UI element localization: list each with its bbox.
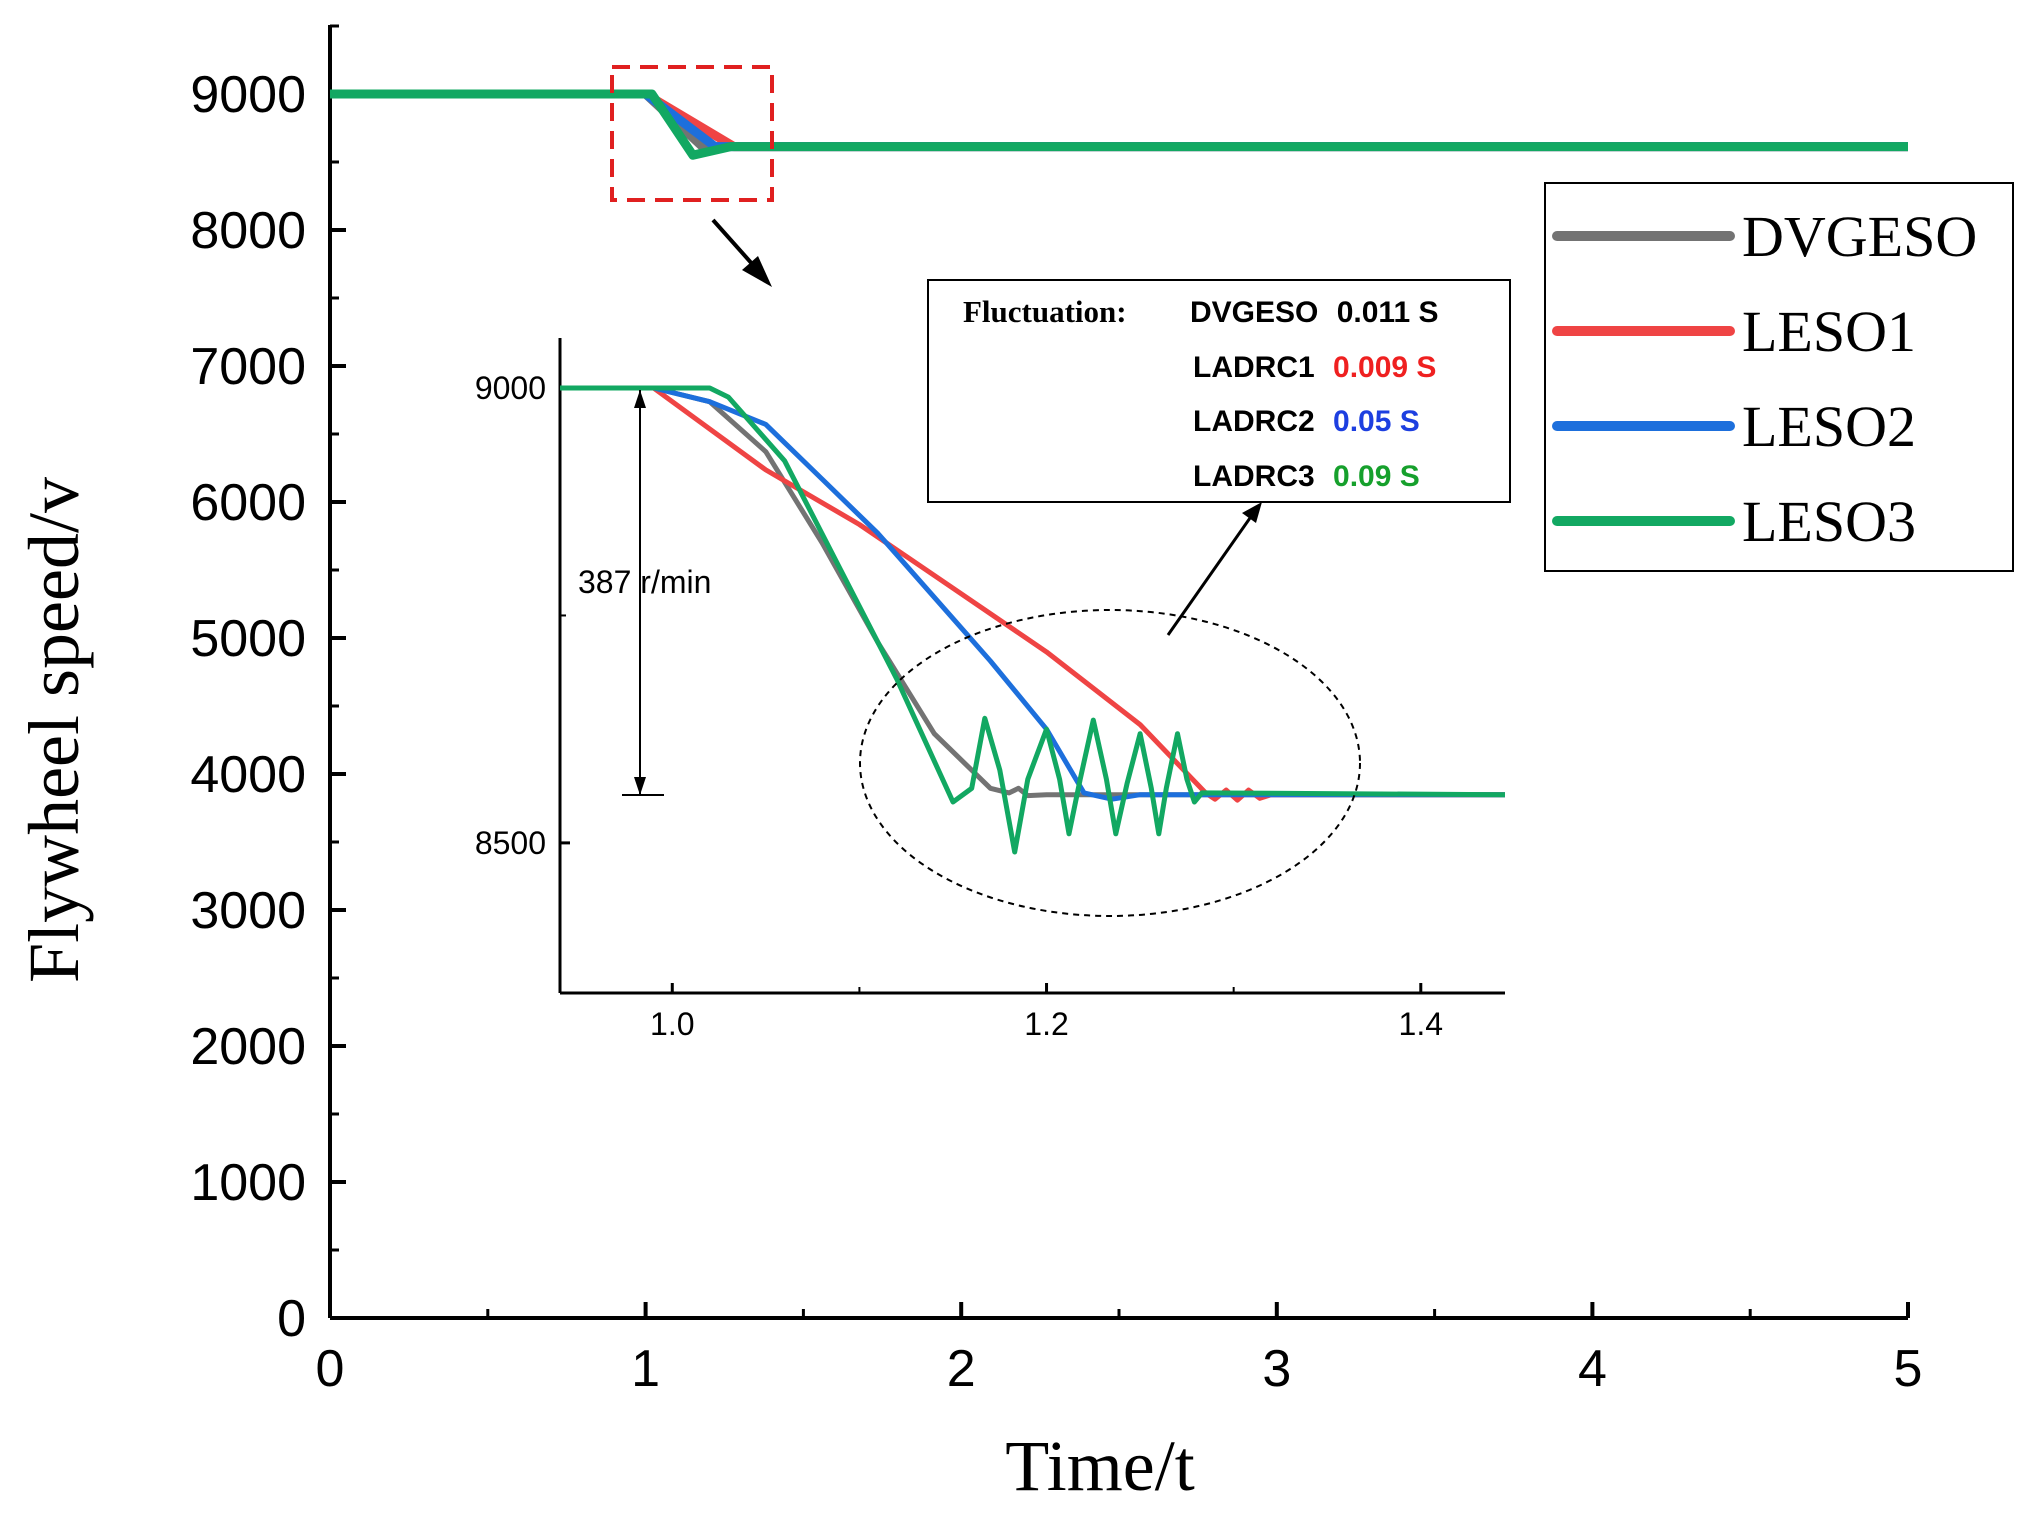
legend-items: DVGESO LESO1 LESO2 LESO3 [1552,204,1977,554]
fluctuation-note: Fluctuation: DVGESO 0.011 S LADRC1 0.009… [927,279,1511,503]
y-tick-label: 0 [277,1290,306,1348]
x-tick-label: 4 [1578,1340,1607,1398]
fluctuation-box [927,279,1511,503]
x-tick-label: 5 [1894,1340,1923,1398]
inset-x-tick-label: 1.0 [650,1006,694,1042]
fluct-row-2-value: 0.05 S [1333,405,1420,438]
drop-arrow-bottom [634,777,646,795]
fluct-row-0-value: 0.011 S [1337,296,1439,329]
x-tick-label: 3 [1262,1340,1291,1398]
fluct-row-1-name: LADRC1 [1193,351,1315,384]
zoom-arrow-head [742,256,772,287]
inset-axes [558,338,1505,995]
inset-x-tick-label: 1.2 [1024,1006,1068,1042]
svg-text:DVGESO 0.011 S: DVGESO 0.011 S [1190,296,1438,329]
y-tick-label: 3000 [190,882,306,940]
x-tick-label: 2 [947,1340,976,1398]
oscillation-ellipse [859,609,1361,917]
x-axis-title: Time/t [1005,1426,1194,1506]
series-leso3 [330,89,1908,160]
y-axis-title: Flywheel speed/v [14,477,94,983]
legend-label-leso2: LESO2 [1742,394,1916,459]
fluct-row-1-value: 0.009 S [1333,351,1436,384]
main-series [330,89,1908,160]
y-tick-label: 2000 [190,1018,306,1076]
legend-label-leso1: LESO1 [1742,299,1916,364]
series-leso1 [330,89,1908,152]
zoom-box [610,65,774,202]
fluct-row-3-value: 0.09 S [1333,460,1420,493]
y-tick-label: 1000 [190,1154,306,1212]
fluct-row-0-name: DVGESO [1190,296,1318,329]
main-ticks: 0 1 2 3 4 5 0 1000 2000 3000 4000 5000 6000 7000 8000 9… [190,24,1923,1398]
inset-y-tick-label: 8500 [475,825,546,861]
fluctuation-heading: Fluctuation: [963,294,1127,329]
y-tick-label: 7000 [190,338,306,396]
y-tick-label: 9000 [190,66,306,124]
drop-label: 387 r/min [578,564,711,600]
series-dvgeso [330,89,1908,152]
series-leso2 [330,89,1908,152]
inset-ticks: 1.0 1.2 1.4 9000 8500 [475,370,1443,1042]
ellipse-arrow-head [1242,502,1262,523]
fluct-row-2-name: LADRC2 [1193,405,1315,438]
inset-series-leso3 [560,385,1506,855]
y-tick-label: 4000 [190,746,306,804]
legend: DVGESO LESO1 LESO2 LESO3 [1544,182,2014,572]
legend-label-dvgeso: DVGESO [1742,204,1977,269]
x-tick-label: 1 [631,1340,660,1398]
inset-y-tick-label: 9000 [475,370,546,406]
legend-box [1544,182,2014,572]
y-tick-label: 6000 [190,474,306,532]
y-tick-label: 5000 [190,610,306,668]
legend-label-leso3: LESO3 [1742,489,1916,554]
svg-text:LADRC3 0.09 S: LADRC3 0.09 S [1193,460,1420,493]
y-tick-label: 8000 [190,202,306,260]
svg-text:LADRC2 0.05 S: LADRC2 0.05 S [1193,405,1420,438]
inset-x-tick-label: 1.4 [1399,1006,1443,1042]
ellipse-arrow [1166,517,1252,636]
drop-arrow-top [634,390,646,408]
svg-text:LADRC1 0.009 S: LADRC1 0.009 S [1193,351,1436,384]
fluct-row-3-name: LADRC3 [1193,460,1315,493]
inset-series [560,385,1506,855]
x-tick-label: 0 [316,1340,345,1398]
